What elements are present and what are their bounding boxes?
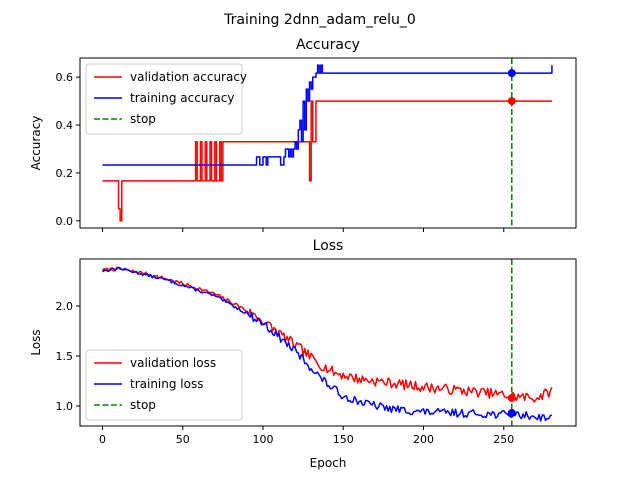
legend-label: training loss [130,377,203,391]
x-tick-label: 200 [413,433,434,446]
y-axis-label: Loss [29,329,43,355]
training-accuracy-line [102,64,553,166]
y-tick-label: 1.0 [56,400,74,413]
x-tick-label: 100 [252,433,273,446]
loss-subplot: Loss 0 50 100 150 200 250 1.0 1.5 2.0 Loss Epoch val… [29,238,577,470]
axes-frame [79,57,577,229]
figure-title: Training 2dnn_adam_relu_0 [223,12,416,28]
y-tick-label: 0.6 [56,71,74,84]
x-axis-label: Epoch [310,456,347,470]
y-tick-label: 1.5 [56,350,74,363]
legend: validation accuracy training accuracy stop [85,63,247,135]
x-tick-label: 250 [493,433,514,446]
validation-loss-line [101,266,553,403]
legend: validation loss training loss stop [85,349,243,421]
legend-label: validation accuracy [130,70,247,84]
subplot-title: Accuracy [296,37,360,53]
validation-accuracy-line [102,100,552,222]
y-tick-label: 0.2 [56,167,74,180]
legend-frame [85,63,243,135]
x-tick-label: 0 [99,433,106,446]
y-tick-label: 2.0 [56,300,74,313]
x-tick-label: 150 [333,433,354,446]
validation-loss-stop-marker [507,394,516,402]
legend-label: stop [130,112,156,126]
axes-frame [79,258,577,427]
legend-label: stop [130,398,156,412]
legend-frame [85,349,243,421]
y-tick-label: 0.4 [56,119,74,132]
x-tick-label: 50 [176,433,190,446]
training-loss-line [102,266,553,422]
validation-accuracy-stop-marker [507,97,516,106]
accuracy-subplot: Accuracy 0.0 0.2 0.4 0.6 Accuracy validation a… [29,37,577,232]
plot-area [102,58,553,228]
y-axis-label: Accuracy [29,116,43,171]
y-tick-label: 0.0 [56,215,74,228]
training-loss-stop-marker [507,409,516,417]
legend-label: training accuracy [130,91,234,105]
training-accuracy-stop-marker [507,69,516,78]
subplot-title: Loss [313,238,344,254]
legend-label: validation loss [130,356,216,370]
plot-area [101,259,553,426]
